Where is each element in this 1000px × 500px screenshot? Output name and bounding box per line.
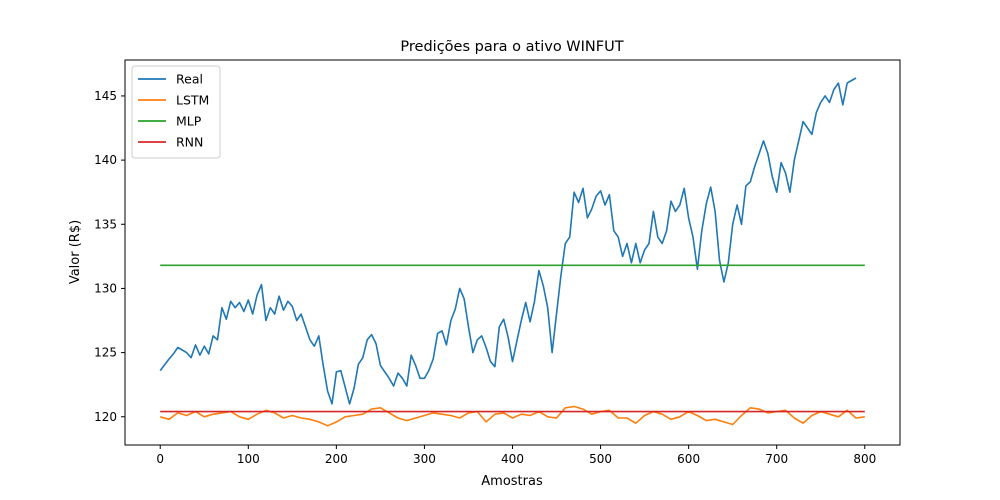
legend: Real LSTM MLP RNN: [131, 65, 221, 159]
x-tick-label: 800: [853, 452, 876, 466]
x-tick-label: 300: [413, 452, 436, 466]
y-tick-label: 135: [94, 217, 117, 231]
x-tick-label: 700: [765, 452, 788, 466]
chart-title: Predições para o ativo WINFUT: [400, 39, 623, 55]
y-tick-label: 125: [94, 346, 117, 360]
x-tick-label: 200: [325, 452, 348, 466]
x-axis-label: Amostras: [481, 474, 543, 489]
legend-label-rnn: RNN: [176, 135, 203, 150]
y-axis-label: Valor (R$): [68, 220, 83, 284]
x-tick-label: 400: [501, 452, 524, 466]
x-tick-label: 0: [156, 452, 164, 466]
series-line-real: [159, 77, 857, 405]
axis-ticks: 0 100 200 300 400 500 600 700 800 120 125 130 135 140…: [94, 89, 876, 466]
x-tick-label: 500: [589, 452, 612, 466]
y-tick-label: 130: [94, 281, 117, 295]
legend-label-real: Real: [176, 72, 203, 87]
legend-label-lstm: LSTM: [176, 93, 209, 108]
y-tick-label: 140: [94, 153, 117, 167]
series-line-lstm: [159, 405, 865, 427]
x-tick-label: 100: [237, 452, 260, 466]
plot-area: [159, 77, 865, 427]
legend-label-mlp: MLP: [176, 114, 202, 129]
x-tick-label: 600: [677, 452, 700, 466]
y-tick-label: 120: [94, 410, 117, 424]
y-tick-label: 145: [94, 89, 117, 103]
legend-box: [131, 65, 221, 159]
